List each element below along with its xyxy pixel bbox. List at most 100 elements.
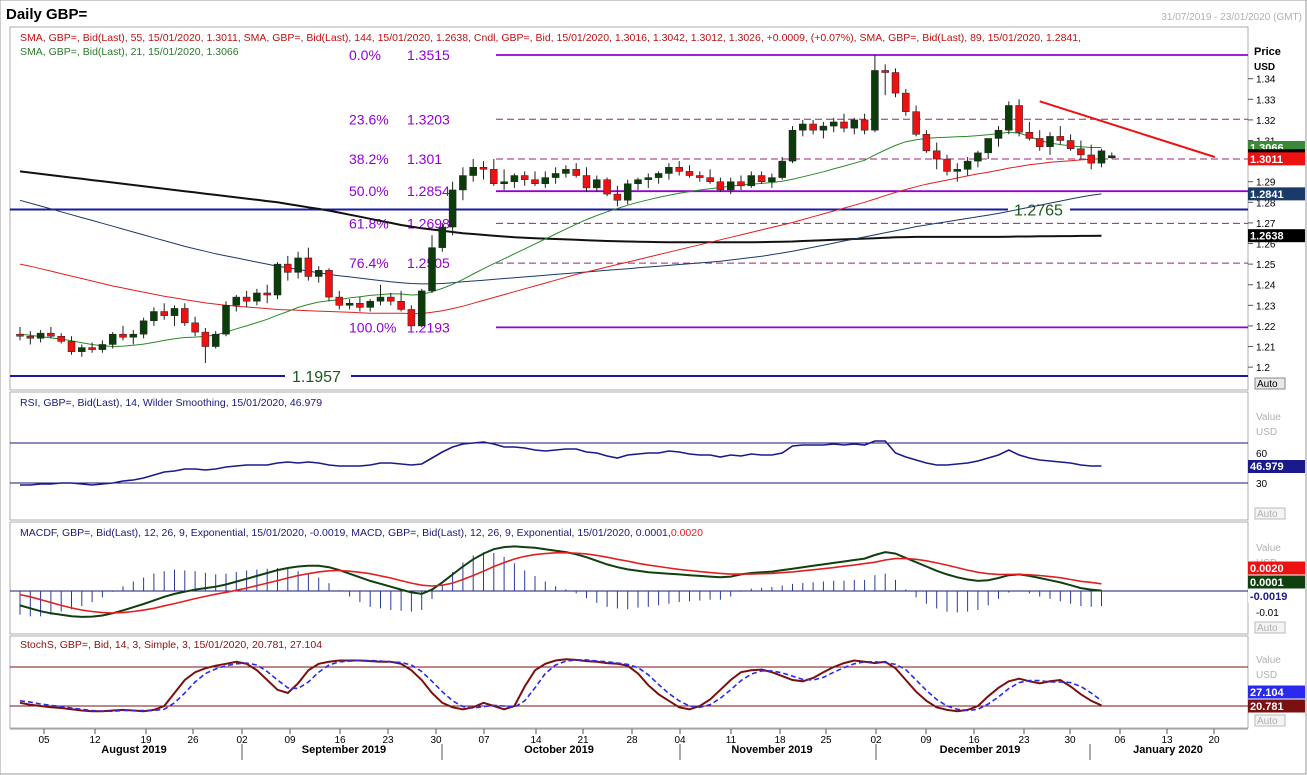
candle-body xyxy=(1097,150,1106,164)
month-label: September 2019 xyxy=(302,744,386,756)
candle-body xyxy=(1087,154,1095,164)
candle-body xyxy=(974,152,982,162)
macd-legend: MACDF, GBP=, Bid(Last), 12, 26, 9, Expon… xyxy=(20,527,703,539)
candle-body xyxy=(860,119,869,131)
stoch-axis-badges: 27.104 20.781 xyxy=(1248,685,1305,713)
candle-body xyxy=(181,308,189,324)
macd-auto-button[interactable] xyxy=(1254,621,1286,634)
candle-body xyxy=(994,129,1003,139)
candle-body xyxy=(747,175,756,187)
rsi-axis-title: Value xyxy=(1256,412,1281,423)
price-tick-label: 1.29 xyxy=(1256,178,1276,189)
macd-line xyxy=(19,545,1102,618)
candle-body xyxy=(16,333,24,337)
candle-body xyxy=(428,247,436,292)
fib-pct-label: 76.4% xyxy=(349,255,389,271)
x-tick-label: 07 xyxy=(478,735,490,746)
rsi-tick-label: 60 xyxy=(1256,449,1268,460)
price-tick-label: 1.32 xyxy=(1256,116,1276,127)
macd-panel[interactable]: MACDF, GBP=, Bid(Last), 12, 26, 9, Expon… xyxy=(9,521,1305,635)
candle-body xyxy=(366,300,374,308)
candle-body xyxy=(57,335,65,342)
candle-body xyxy=(1005,105,1013,131)
candle-body xyxy=(469,167,477,176)
price-badge xyxy=(1248,187,1305,201)
month-label: November 2019 xyxy=(731,744,812,756)
month-label: January 2020 xyxy=(1133,744,1203,756)
trendline xyxy=(1039,100,1216,158)
candle-body xyxy=(840,121,848,129)
x-tick-label: 02 xyxy=(870,735,882,746)
candle-body xyxy=(387,296,395,302)
stoch-badge xyxy=(1248,699,1305,713)
month-label: December 2019 xyxy=(940,744,1021,756)
price-tick-label: 1.21 xyxy=(1256,343,1276,354)
sma89-line xyxy=(19,193,1102,285)
macd-signal-line xyxy=(19,551,1102,614)
candle-body xyxy=(1035,138,1044,147)
price-panel[interactable]: 0.0% 1.3515 23.6% 1.3203 38.2% 1.301 50.0% 1.28… xyxy=(9,26,1305,391)
stoch-badge-text: 20.781 xyxy=(1250,701,1284,713)
candle-body xyxy=(500,181,508,185)
x-tick-label: 30 xyxy=(430,735,442,746)
macd-legend-main: MACDF, GBP=, Bid(Last), 12, 26, 9, Expon… xyxy=(20,527,671,539)
candle-body xyxy=(943,158,951,172)
rsi-panel[interactable]: RSI, GBP=, Bid(Last), 14, Wilder Smoothi… xyxy=(9,391,1305,521)
candle-body xyxy=(88,347,96,350)
candle-body xyxy=(902,92,910,112)
candle-body xyxy=(799,123,807,131)
stochastic-panel[interactable]: StochS, GBP=, Bid, 14, 3, Simple, 3, 15/… xyxy=(9,635,1305,729)
candle-body xyxy=(448,189,457,228)
candle-body xyxy=(356,303,364,308)
rsi-tick-label: 30 xyxy=(1256,479,1268,490)
candle-body xyxy=(778,160,786,178)
x-tick-label: 23 xyxy=(1018,735,1030,746)
stoch-legend: StochS, GBP=, Bid, 14, 3, Simple, 3, 15/… xyxy=(20,639,322,651)
macd-badge xyxy=(1248,589,1305,603)
candle-body xyxy=(953,169,962,172)
candle-body xyxy=(510,175,519,182)
stoch-badge-text: 27.104 xyxy=(1250,687,1285,699)
candle-body xyxy=(438,226,447,248)
candle-body xyxy=(1046,136,1054,147)
candle-body xyxy=(582,175,591,189)
fib-pct-label: 61.8% xyxy=(349,215,389,231)
macd-badge-text: 0.0020 xyxy=(1250,563,1284,575)
x-tick-label: 09 xyxy=(920,735,932,746)
price-auto-button[interactable] xyxy=(1254,377,1286,390)
price-badge xyxy=(1248,152,1305,166)
price-tick-label: 1.28 xyxy=(1256,198,1276,209)
candle-body xyxy=(314,270,323,277)
price-tick-label: 1.23 xyxy=(1256,301,1276,312)
candle-body xyxy=(211,333,220,347)
fib-pct-label: 23.6% xyxy=(349,111,389,127)
candle-body xyxy=(1108,155,1116,159)
candle-body xyxy=(726,181,735,191)
candle-body xyxy=(593,179,601,189)
x-tick-label: 18 xyxy=(774,735,786,746)
candle-body xyxy=(634,179,642,185)
candle-body xyxy=(191,322,199,333)
candle-body xyxy=(531,179,539,185)
candle-body xyxy=(696,175,704,178)
stoch-axis-title: Value xyxy=(1256,655,1281,666)
candle-body xyxy=(768,177,776,182)
candle-body xyxy=(757,175,766,182)
rsi-badge-text: 46.979 xyxy=(1250,461,1284,473)
fib-value-label: 1.2854 xyxy=(407,183,450,199)
downtrend-line xyxy=(1039,100,1216,158)
stoch-auto-button[interactable] xyxy=(1254,714,1286,727)
price-tick-label: 1.2 xyxy=(1256,363,1270,374)
candle-body xyxy=(253,292,261,302)
rsi-auto-button[interactable] xyxy=(1254,507,1286,520)
candle-body xyxy=(520,175,529,180)
candle-body xyxy=(242,296,251,302)
candlesticks xyxy=(16,55,1116,364)
support-label: 1.2765 xyxy=(1014,203,1063,220)
candle-body xyxy=(809,123,817,131)
x-tick-label: 20 xyxy=(1208,735,1220,746)
moving-averages xyxy=(19,131,1102,348)
candle-body xyxy=(675,167,683,172)
candle-body xyxy=(623,183,632,201)
